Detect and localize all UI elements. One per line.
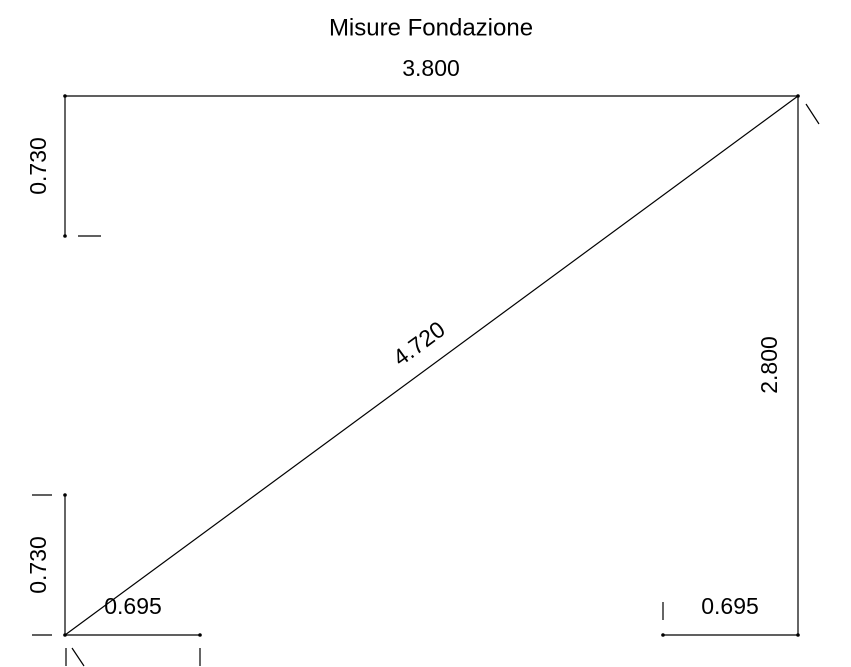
node (63, 234, 67, 238)
dimension-label: 4.720 (388, 316, 450, 371)
node (796, 633, 800, 637)
dimension-label: 3.800 (402, 55, 460, 81)
node (198, 633, 202, 637)
node (661, 633, 665, 637)
node (63, 493, 67, 497)
diagonal-line (64, 95, 799, 636)
tick (805, 103, 820, 125)
dimension-label: 0.730 (25, 137, 51, 195)
dimension-label: 0.695 (701, 593, 759, 619)
dimension-label: 2.800 (756, 336, 782, 394)
tick (71, 647, 85, 667)
node (63, 94, 67, 98)
node (63, 633, 67, 637)
dimension-label: 0.730 (25, 536, 51, 594)
node (796, 94, 800, 98)
dimension-label: 0.695 (104, 593, 162, 619)
title: Misure Fondazione (329, 14, 533, 41)
